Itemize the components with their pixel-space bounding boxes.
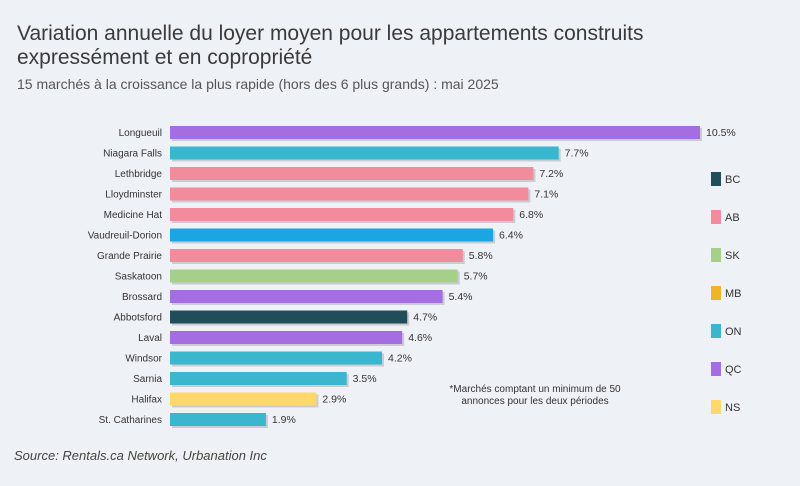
category-label: Windsor — [125, 354, 162, 365]
legend-label-mb: MB — [725, 288, 742, 300]
category-label: Abbotsford — [114, 313, 162, 324]
category-label: Laval — [138, 333, 162, 344]
category-label: Halifax — [131, 395, 162, 406]
value-label: 4.7% — [413, 312, 437, 324]
bar-halifax — [170, 392, 317, 406]
category-label: Niagara Falls — [103, 149, 162, 160]
value-label: 1.9% — [272, 414, 296, 426]
legend-swatch-sk — [711, 248, 721, 262]
value-label: 2.9% — [322, 394, 346, 406]
legend-swatch-qc — [711, 362, 721, 376]
value-label: 7.7% — [565, 148, 589, 160]
value-label: 7.2% — [539, 168, 563, 180]
legend-label-ns: NS — [725, 402, 740, 414]
value-label: 5.4% — [449, 291, 473, 303]
category-label: Grande Prairie — [97, 251, 162, 262]
bar-abbotsford — [170, 310, 408, 324]
bar-lloydminster — [170, 187, 529, 201]
value-label: 4.2% — [388, 353, 412, 365]
legend-swatch-ns — [711, 400, 721, 414]
bar-st-catharines — [170, 413, 266, 426]
chart-title: Variation annuelle du loyer moyen pour l… — [17, 22, 644, 69]
category-label: Lethbridge — [115, 169, 163, 180]
legend-label-bc: BC — [725, 174, 740, 186]
bar-brossard — [170, 290, 443, 303]
bar-niagara-falls — [170, 146, 559, 160]
category-label: Sarnia — [133, 374, 162, 385]
bar-lethbridge — [170, 167, 534, 180]
legend-label-ab: AB — [725, 212, 740, 224]
legend-label-sk: SK — [725, 250, 740, 262]
legend-label-on: ON — [725, 326, 742, 338]
bar-laval — [170, 331, 403, 344]
chart-source: Source: Rentals.ca Network, Urbanation I… — [14, 448, 267, 463]
value-label: 6.8% — [519, 209, 543, 221]
value-label: 3.5% — [353, 373, 377, 385]
category-label: Vaudreuil-Dorion — [88, 231, 162, 242]
category-label: Lloydminster — [105, 190, 162, 201]
bar-grande-prairie — [170, 249, 463, 262]
chart-note: *Marchés comptant un minimum de 50 annon… — [449, 384, 621, 407]
bar-medicine-hat — [170, 208, 514, 221]
value-label: 5.7% — [464, 271, 488, 283]
category-label: Longueuil — [119, 128, 162, 139]
value-label: 5.8% — [469, 250, 493, 262]
legend-swatch-on — [711, 324, 721, 338]
legend-label-qc: QC — [725, 364, 742, 376]
legend-swatch-ab — [711, 210, 721, 224]
category-label: Medicine Hat — [104, 210, 163, 221]
category-label: Saskatoon — [115, 272, 162, 283]
bar-saskatoon — [170, 269, 458, 283]
value-label: 10.5% — [706, 127, 736, 139]
category-label: St. Catharines — [99, 415, 162, 426]
value-label: 6.4% — [499, 230, 523, 242]
bar-sarnia — [170, 372, 347, 385]
bar-longueuil — [170, 126, 700, 139]
legend-swatch-bc — [711, 172, 721, 186]
bar-vaudreuil-dorion — [170, 228, 494, 242]
category-label: Brossard — [122, 292, 162, 303]
bar-windsor — [170, 351, 382, 365]
value-label: 4.6% — [408, 332, 432, 344]
chart-subtitle: 15 marchés à la croissance la plus rapid… — [17, 76, 499, 92]
value-label: 7.1% — [534, 189, 558, 201]
legend-swatch-mb — [711, 286, 721, 300]
